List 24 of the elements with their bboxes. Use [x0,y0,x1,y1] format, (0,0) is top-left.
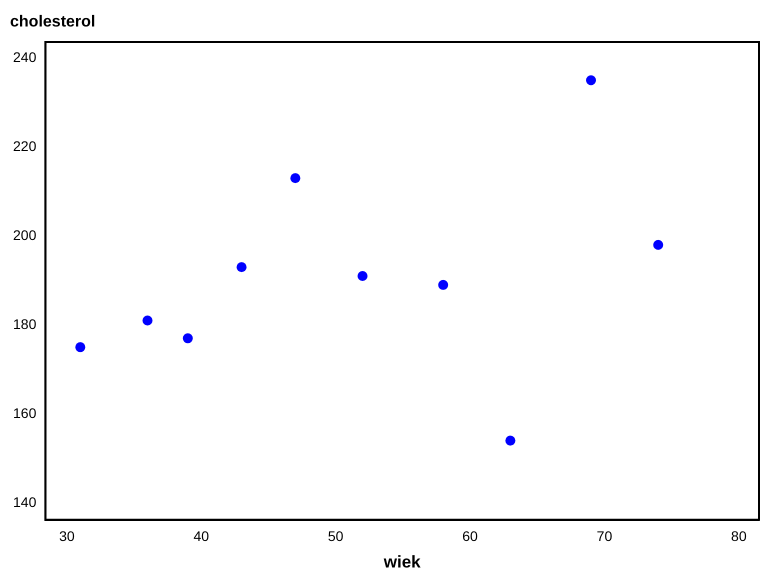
point [75,342,86,352]
point [182,333,193,344]
point [438,280,448,290]
point [505,436,516,446]
y-tick-label: 240 [13,48,37,65]
point [653,240,664,250]
x-tick-label: 70 [596,528,612,544]
y-tick-label: 140 [13,494,37,510]
point [236,262,247,272]
point [142,315,152,326]
x-tick-label: 30 [59,528,75,544]
point [358,271,368,282]
y-axis-title: cholesterol [10,13,96,30]
y-tick-label: 160 [13,404,37,421]
point [586,75,596,86]
x-tick-label: 80 [731,528,747,544]
y-tick-label: 220 [13,138,37,154]
x-axis-title: wiek [382,552,422,572]
y-tick-label: 200 [13,226,37,243]
x-tick-label: 50 [328,528,344,544]
point [290,173,300,184]
x-tick-label: 40 [193,528,210,544]
x-tick-label: 60 [462,528,478,544]
y-tick-label: 180 [13,316,37,332]
